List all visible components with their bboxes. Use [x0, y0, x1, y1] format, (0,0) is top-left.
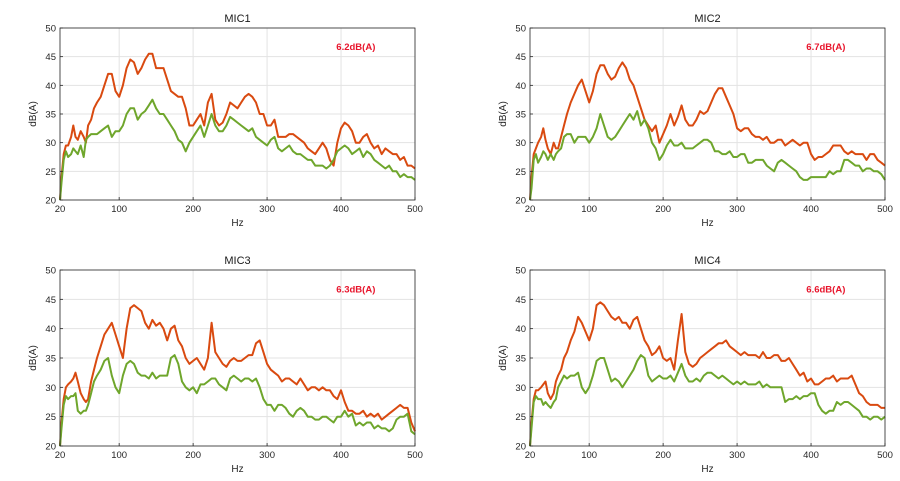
y-tick-label: 30	[45, 138, 56, 149]
y-axis-label: dB(A)	[28, 101, 39, 127]
difference-annotation: 6.7dB(A)	[806, 42, 845, 53]
x-tick-label: 100	[581, 204, 597, 215]
x-tick-label: 400	[803, 204, 819, 215]
difference-annotation: 6.3dB(A)	[336, 284, 375, 295]
y-tick-label: 25	[515, 412, 526, 423]
chart-title: MIC1	[224, 13, 250, 25]
x-tick-label: 300	[259, 204, 275, 215]
y-tick-label: 45	[515, 295, 526, 306]
x-tick-label: 400	[333, 204, 349, 215]
series-line-1	[59, 304, 416, 447]
x-tick-label: 300	[259, 450, 275, 461]
x-tick-label: 200	[655, 204, 671, 215]
chart-panel-mic4: 20 100 200 300 400 500 20 25 30 35 40 45 50 MIC4 Hz dB(…	[498, 255, 893, 475]
series-line-1	[529, 301, 885, 447]
chart-title: MIC2	[694, 13, 720, 25]
y-tick-label: 20	[515, 196, 526, 207]
y-tick-label: 50	[515, 266, 526, 277]
y-axis-label: dB(A)	[498, 101, 509, 127]
x-tick-label: 500	[407, 204, 423, 215]
y-tick-label: 25	[45, 412, 56, 423]
x-tick-label: 400	[803, 450, 819, 461]
x-tick-label: 400	[333, 450, 349, 461]
y-tick-label: 35	[515, 354, 526, 365]
x-tick-label: 20	[55, 450, 66, 461]
y-tick-label: 25	[45, 167, 56, 178]
x-tick-label: 200	[655, 450, 671, 461]
x-tick-label: 300	[729, 450, 745, 461]
x-tick-label: 100	[111, 204, 127, 215]
y-tick-label: 35	[45, 354, 56, 365]
x-tick-label: 500	[877, 450, 893, 461]
y-tick-label: 40	[45, 81, 56, 92]
series-line-2	[529, 110, 886, 201]
chart-panel-mic2: 20 100 200 300 400 500 20 25 30 35 40 45 50 MIC2 Hz dB(…	[498, 13, 893, 229]
x-tick-label: 200	[185, 204, 201, 215]
x-tick-label: 20	[55, 204, 66, 215]
y-tick-label: 50	[45, 24, 56, 35]
y-tick-label: 20	[515, 442, 526, 453]
y-tick-label: 50	[515, 24, 526, 35]
series-line-1	[59, 52, 416, 201]
x-tick-label: 20	[525, 204, 536, 215]
x-axis-label: Hz	[231, 464, 243, 475]
y-axis-label: dB(A)	[28, 345, 39, 371]
chart-panel-mic3: 20 100 200 300 400 500 20 25 30 35 40 45 50 MIC3 Hz dB(…	[28, 255, 423, 475]
x-tick-label: 500	[407, 450, 423, 461]
y-axis-label: dB(A)	[498, 345, 509, 371]
x-tick-label: 100	[581, 450, 597, 461]
x-tick-label: 100	[111, 450, 127, 461]
y-tick-label: 30	[515, 138, 526, 149]
x-axis-label: Hz	[231, 218, 243, 229]
y-tick-label: 35	[515, 110, 526, 121]
y-tick-label: 20	[45, 442, 56, 453]
chart-panel-mic1: 20 100 200 300 400 500 20 25 30 35 40 45 50 MIC1 Hz dB(…	[28, 13, 423, 229]
y-tick-label: 40	[515, 324, 526, 335]
chart-title: MIC4	[694, 255, 720, 267]
y-tick-label: 45	[45, 52, 56, 63]
y-tick-label: 35	[45, 110, 56, 121]
x-tick-label: 200	[185, 450, 201, 461]
y-tick-label: 45	[515, 52, 526, 63]
y-tick-label: 30	[515, 383, 526, 394]
y-tick-label: 50	[45, 266, 56, 277]
y-tick-label: 30	[45, 383, 56, 394]
series-line-2	[59, 98, 416, 201]
difference-annotation: 6.2dB(A)	[336, 42, 375, 53]
series-line-2	[59, 354, 416, 447]
y-tick-label: 25	[515, 167, 526, 178]
series-line-2	[529, 354, 886, 447]
y-tick-label: 20	[45, 196, 56, 207]
y-tick-label: 45	[45, 295, 56, 306]
series-line-1	[529, 61, 886, 201]
x-axis-label: Hz	[701, 464, 713, 475]
x-axis-label: Hz	[701, 218, 713, 229]
y-tick-label: 40	[515, 81, 526, 92]
x-tick-label: 500	[877, 204, 893, 215]
y-tick-label: 40	[45, 324, 56, 335]
x-tick-label: 20	[525, 450, 536, 461]
chart-title: MIC3	[224, 255, 250, 267]
x-tick-label: 300	[729, 204, 745, 215]
difference-annotation: 6.6dB(A)	[806, 284, 845, 295]
